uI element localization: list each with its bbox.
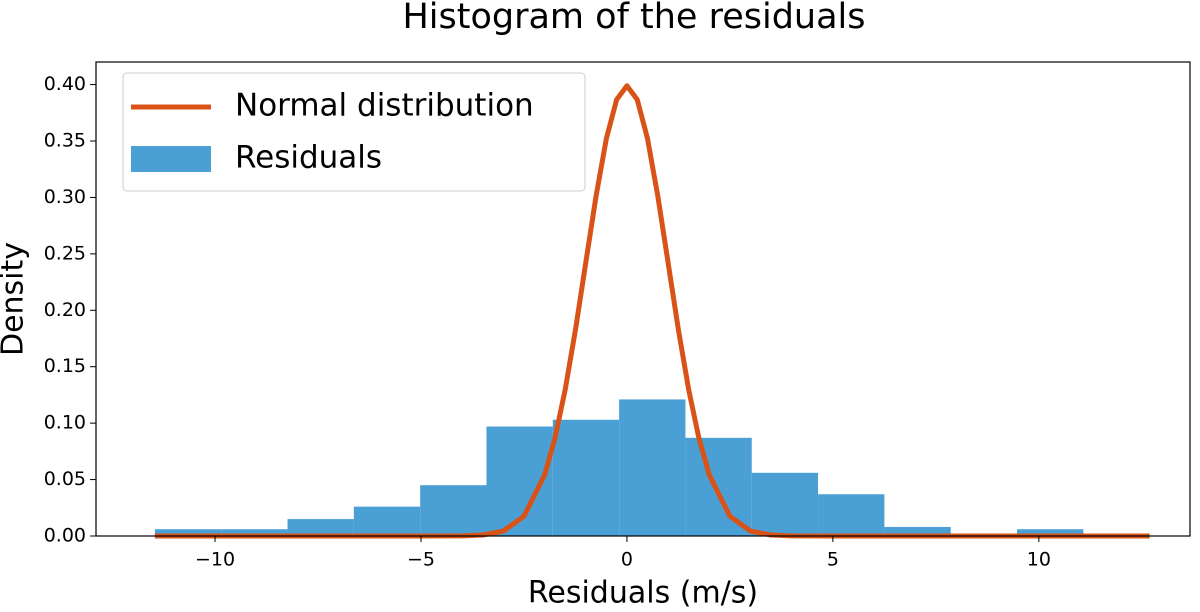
legend-label: Residuals: [235, 140, 382, 176]
legend: Normal distribution Residuals: [122, 72, 586, 192]
y-tick-label: 0.05: [44, 468, 86, 490]
y-tick-label: 0.25: [44, 242, 86, 264]
chart-title: Histogram of the residuals: [402, 0, 865, 37]
x-tick-label: −5: [407, 549, 435, 571]
y-tick-label: 0.35: [44, 130, 86, 152]
histogram-bar: [552, 419, 620, 536]
histogram-bar: [353, 506, 421, 536]
histogram-bar: [287, 519, 354, 536]
plot-frame: [95, 61, 1191, 537]
histogram-bar: [154, 529, 222, 536]
y-tick-label: 0.30: [44, 186, 86, 208]
histogram-bar: [751, 472, 819, 536]
histogram-bar: [818, 494, 885, 536]
x-tick-label: 0: [621, 549, 633, 571]
histogram-bar: [420, 485, 487, 536]
histogram-bar: [884, 526, 951, 536]
legend-label: Normal distribution: [235, 88, 534, 124]
y-tick-label: 0.20: [44, 299, 86, 321]
histogram-bar: [221, 529, 288, 536]
legend-patch: [131, 146, 211, 172]
x-tick-label: −10: [195, 549, 235, 571]
x-tick-label: 10: [1027, 549, 1051, 571]
y-tick-label: 0.40: [44, 73, 86, 95]
y-axis-label: Density: [0, 242, 31, 356]
histogram-bar: [1017, 529, 1084, 536]
y-tick-label: 0.10: [44, 412, 86, 434]
y-tick-label: 0.00: [44, 525, 86, 547]
y-tick-label: 0.15: [44, 355, 86, 377]
x-axis-label: Residuals (m/s): [528, 576, 758, 611]
histogram-bar: [619, 399, 686, 536]
histogram-bar: [685, 437, 752, 536]
normal-curve: [154, 83, 1150, 539]
x-tick-label: 5: [827, 549, 839, 571]
legend-box: [122, 72, 586, 192]
